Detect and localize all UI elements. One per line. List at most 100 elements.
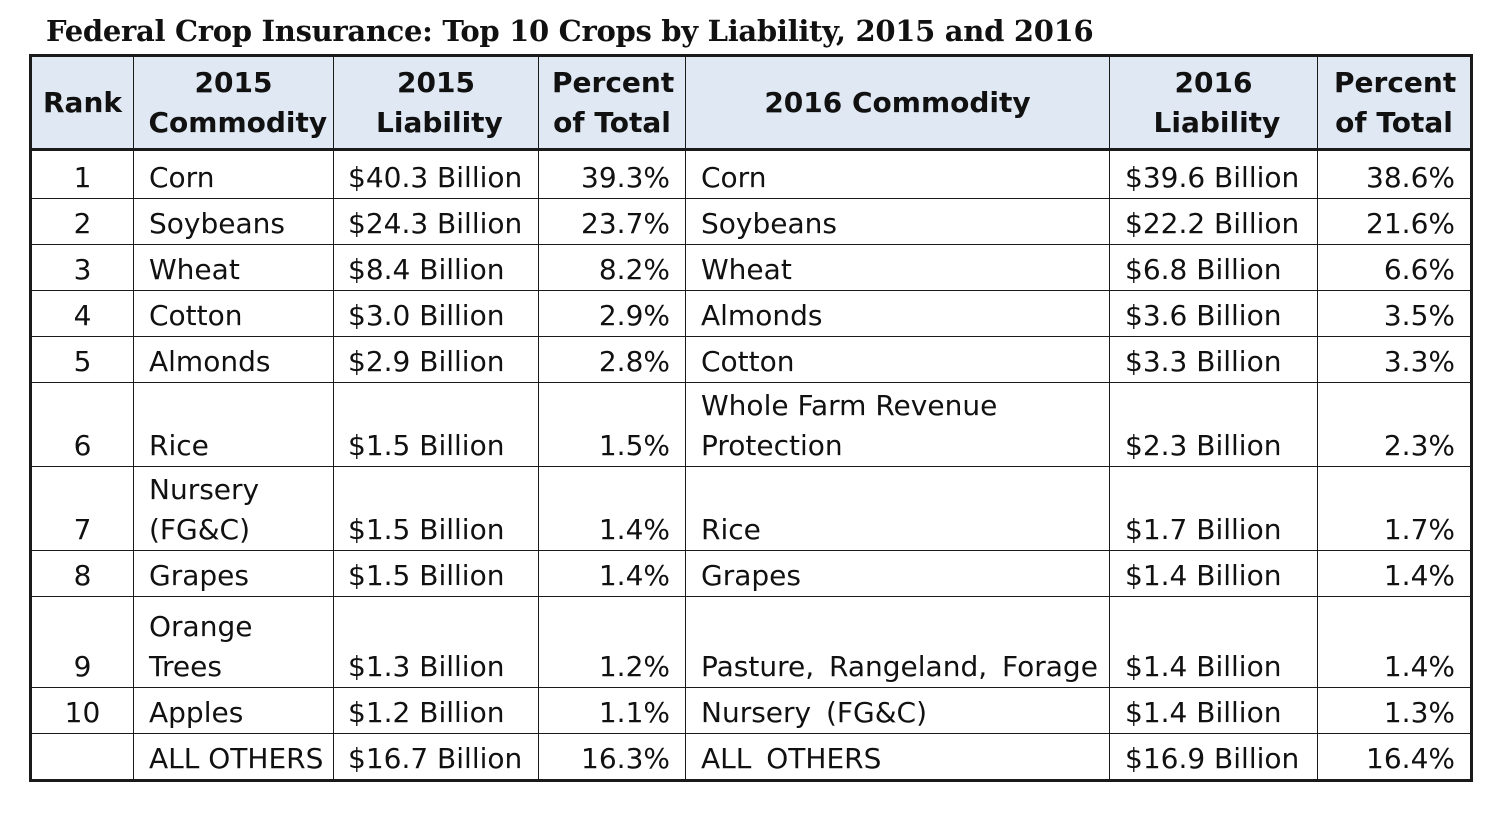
- percent-2015-cell: 1.2%: [538, 596, 686, 688]
- liability-2015-cell: $40.3 Billion: [333, 149, 539, 199]
- commodity-2015-cell: Wheat: [133, 244, 334, 291]
- header-commodity-2015-label: 2015 Commodity: [148, 65, 328, 139]
- rank-cell: 7: [30, 466, 134, 551]
- percent-2015-cell: 1.5%: [538, 382, 686, 467]
- header-percent-2015: Percent of Total: [538, 55, 686, 150]
- commodity-2015-cell: Rice: [133, 382, 334, 467]
- commodity-2016-cell: ALL OTHERS: [685, 733, 1110, 781]
- rank-cell: 3: [30, 244, 134, 291]
- liability-2015-cell: $2.9 Billion: [333, 336, 539, 383]
- header-commodity-2016: 2016 Commodity: [685, 55, 1110, 150]
- commodity-2016-cell: Cotton: [685, 336, 1110, 383]
- commodity-2015-text: Orange Trees: [149, 610, 253, 683]
- commodity-2016-cell: Pasture, Rangeland, Forage: [685, 596, 1110, 688]
- header-percent-2016: Percent of Total: [1317, 55, 1472, 150]
- liability-2016-cell: $16.9 Billion: [1109, 733, 1318, 781]
- percent-2015-cell: 39.3%: [538, 149, 686, 199]
- liability-2016-cell: $3.3 Billion: [1109, 336, 1318, 383]
- liability-2016-cell: $1.4 Billion: [1109, 596, 1318, 688]
- liability-2015-cell: $1.5 Billion: [333, 550, 539, 597]
- rank-cell: 10: [30, 687, 134, 734]
- liability-2015-cell: $1.2 Billion: [333, 687, 539, 734]
- commodity-2015-cell: Apples: [133, 687, 334, 734]
- liability-2015-cell: $1.5 Billion: [333, 466, 539, 551]
- table-row: 10 Apples $1.2 Billion 1.1% Nursery (FG&…: [30, 687, 1472, 734]
- percent-2016-cell: 6.6%: [1317, 244, 1472, 291]
- percent-2016-cell: 3.5%: [1317, 290, 1472, 337]
- liability-2015-cell: $1.3 Billion: [333, 596, 539, 688]
- percent-2016-cell: 2.3%: [1317, 382, 1472, 467]
- percent-2015-cell: 2.9%: [538, 290, 686, 337]
- rank-cell: 2: [30, 198, 134, 245]
- liability-2016-cell: $3.6 Billion: [1109, 290, 1318, 337]
- percent-2016-cell: 21.6%: [1317, 198, 1472, 245]
- percent-2015-cell: 1.4%: [538, 466, 686, 551]
- liability-2016-cell: $6.8 Billion: [1109, 244, 1318, 291]
- header-row: Rank 2015 Commodity 2015 Liability Perce…: [30, 55, 1472, 150]
- rank-cell: 9: [30, 596, 134, 688]
- liability-table: Rank 2015 Commodity 2015 Liability Perce…: [29, 54, 1473, 782]
- percent-2016-cell: 1.4%: [1317, 596, 1472, 688]
- header-percent-2016-label: Percent of Total: [1334, 65, 1457, 139]
- liability-2015-cell: $16.7 Billion: [333, 733, 539, 781]
- header-liability-2015: 2015 Liability: [333, 55, 539, 150]
- percent-2016-cell: 1.4%: [1317, 550, 1472, 597]
- header-rank: Rank: [30, 55, 134, 150]
- liability-2015-cell: $8.4 Billion: [333, 244, 539, 291]
- liability-2015-cell: $3.0 Billion: [333, 290, 539, 337]
- liability-2016-cell: $1.7 Billion: [1109, 466, 1318, 551]
- commodity-2015-cell: ALL OTHERS: [133, 733, 334, 781]
- percent-2016-cell: 3.3%: [1317, 336, 1472, 383]
- table-row: 4 Cotton $3.0 Billion 2.9% Almonds $3.6 …: [30, 290, 1472, 337]
- commodity-2016-cell: Rice: [685, 466, 1110, 551]
- commodity-2015-cell: Nursery (FG&C): [133, 466, 334, 551]
- percent-2016-cell: 38.6%: [1317, 149, 1472, 199]
- rank-cell: 4: [30, 290, 134, 337]
- table-row: 9 Orange Trees $1.3 Billion 1.2% Pasture…: [30, 596, 1472, 688]
- percent-2015-cell: 16.3%: [538, 733, 686, 781]
- header-liability-2016: 2016 Liability: [1109, 55, 1318, 150]
- table-row: 8 Grapes $1.5 Billion 1.4% Grapes $1.4 B…: [30, 550, 1472, 597]
- commodity-2016-cell: Soybeans: [685, 198, 1110, 245]
- liability-2015-cell: $1.5 Billion: [333, 382, 539, 467]
- commodity-2016-text: Whole Farm Revenue Protection: [701, 389, 998, 462]
- percent-2016-cell: 1.3%: [1317, 687, 1472, 734]
- header-commodity-2015: 2015 Commodity: [133, 55, 334, 150]
- rank-cell: 8: [30, 550, 134, 597]
- table-row: 7 Nursery (FG&C) $1.5 Billion 1.4% Rice …: [30, 466, 1472, 551]
- table-row: 3 Wheat $8.4 Billion 8.2% Wheat $6.8 Bil…: [30, 244, 1472, 291]
- rank-cell: [30, 733, 134, 781]
- percent-2016-cell: 16.4%: [1317, 733, 1472, 781]
- commodity-2016-cell: Wheat: [685, 244, 1110, 291]
- table-row: 2 Soybeans $24.3 Billion 23.7% Soybeans …: [30, 198, 1472, 245]
- rank-cell: 5: [30, 336, 134, 383]
- percent-2016-cell: 1.7%: [1317, 466, 1472, 551]
- liability-2016-cell: $39.6 Billion: [1109, 149, 1318, 199]
- commodity-2015-cell: Orange Trees: [133, 596, 334, 688]
- rank-cell: 6: [30, 382, 134, 467]
- liability-2016-cell: $22.2 Billion: [1109, 198, 1318, 245]
- liability-2016-cell: $1.4 Billion: [1109, 687, 1318, 734]
- commodity-2015-cell: Soybeans: [133, 198, 334, 245]
- commodity-2016-cell: Nursery (FG&C): [685, 687, 1110, 734]
- header-percent-2015-label: Percent of Total: [552, 65, 675, 139]
- table-row: 1 Corn $40.3 Billion 39.3% Corn $39.6 Bi…: [30, 149, 1472, 199]
- commodity-2016-cell: Whole Farm Revenue Protection: [685, 382, 1110, 467]
- commodity-2016-cell: Almonds: [685, 290, 1110, 337]
- table-row-totals: ALL OTHERS $16.7 Billion 16.3% ALL OTHER…: [30, 733, 1472, 781]
- commodity-2016-cell: Corn: [685, 149, 1110, 199]
- commodity-2015-cell: Almonds: [133, 336, 334, 383]
- percent-2015-cell: 1.1%: [538, 687, 686, 734]
- commodity-2015-cell: Cotton: [133, 290, 334, 337]
- liability-2016-cell: $2.3 Billion: [1109, 382, 1318, 467]
- percent-2015-cell: 23.7%: [538, 198, 686, 245]
- header-liability-2015-label: 2015 Liability: [376, 65, 503, 139]
- table-row: 6 Rice $1.5 Billion 1.5% Whole Farm Reve…: [30, 382, 1472, 467]
- liability-2016-cell: $1.4 Billion: [1109, 550, 1318, 597]
- percent-2015-cell: 2.8%: [538, 336, 686, 383]
- commodity-2016-cell: Grapes: [685, 550, 1110, 597]
- liability-2015-cell: $24.3 Billion: [333, 198, 539, 245]
- commodity-2015-cell: Corn: [133, 149, 334, 199]
- commodity-2015-cell: Grapes: [133, 550, 334, 597]
- commodity-2015-text: Nursery (FG&C): [149, 473, 260, 546]
